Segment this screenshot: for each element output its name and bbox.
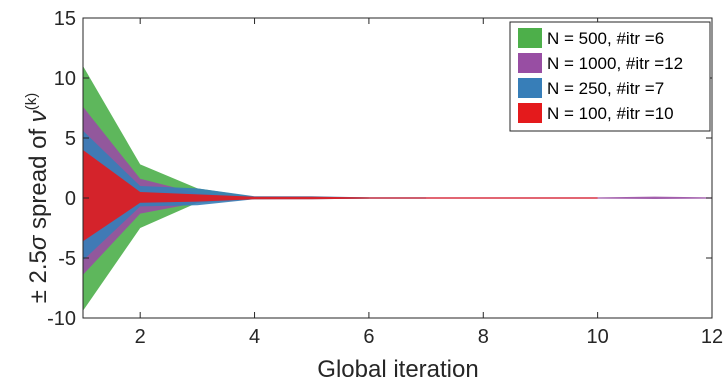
legend-box <box>509 21 711 132</box>
y-axis-title: ± 2.5σ spread of ν(k) <box>23 93 52 304</box>
y-axis-title-nu: ν <box>25 110 52 122</box>
y-axis-title-prefix: ± 2.5 <box>25 250 52 303</box>
y-axis: -10 -5 0 5 10 15 <box>47 8 712 330</box>
y-tick-label: 15 <box>54 8 76 30</box>
x-axis: 2 4 6 8 10 12 <box>135 18 723 348</box>
legend-swatch <box>518 103 542 123</box>
legend-swatch <box>518 78 542 98</box>
series-areas <box>83 66 712 311</box>
y-axis-title-superscript: (k) <box>23 93 40 111</box>
legend: N = 500, #itr =6 N = 1000, #itr =12 N = 25… <box>509 21 711 132</box>
legend-swatch <box>518 53 542 73</box>
series-area-4 <box>83 150 598 242</box>
legend-swatch <box>518 28 542 48</box>
x-tick-label: 12 <box>701 326 723 348</box>
legend-label: N = 1000, #itr =12 <box>547 54 683 73</box>
x-tick-label: 6 <box>363 326 374 348</box>
y-axis-title-sigma: σ <box>25 234 52 250</box>
x-tick-label: 8 <box>478 326 489 348</box>
y-axis-title-middle: spread of <box>25 122 52 235</box>
plot-frame <box>82 17 713 319</box>
y-tick-label: 10 <box>54 68 76 90</box>
x-axis-title: Global iteration <box>317 356 478 382</box>
legend-label: N = 100, #itr =10 <box>547 104 674 123</box>
y-tick-label: 5 <box>65 128 76 150</box>
x-tick-label: 2 <box>135 326 146 348</box>
x-tick-label: 4 <box>249 326 260 348</box>
legend-label: N = 500, #itr =6 <box>547 29 664 48</box>
legend-label: N = 250, #itr =7 <box>547 79 664 98</box>
x-tick-label: 10 <box>587 326 609 348</box>
y-tick-label: 0 <box>65 188 76 210</box>
y-tick-label: -10 <box>47 308 76 330</box>
y-tick-label: -5 <box>58 248 76 270</box>
